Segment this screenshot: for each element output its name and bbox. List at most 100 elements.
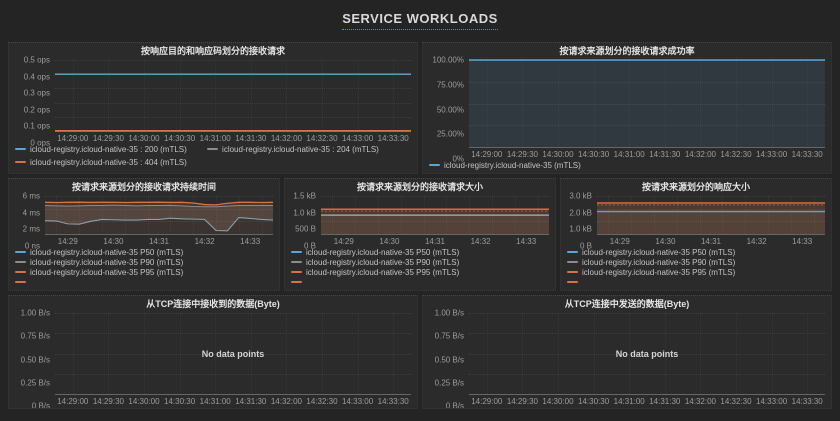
x-tick-label: 14:30:00 — [542, 150, 574, 159]
gridline-horizontal — [55, 74, 411, 76]
x-axis: 14:29 14:30 14:31 14:32 14:33 — [597, 234, 825, 246]
series-color-swatch — [429, 164, 440, 166]
gridline-vertical — [629, 60, 631, 147]
gridline-vertical — [124, 196, 126, 234]
gridline-horizontal — [55, 333, 411, 335]
y-axis: 1.00 B/s 0.75 B/s 0.50 B/s 0.25 B/s 0 B/s — [429, 309, 469, 409]
gridline-vertical — [215, 313, 217, 394]
gridline-horizontal — [55, 394, 411, 395]
gridline-vertical — [664, 313, 666, 394]
gridline-vertical — [514, 196, 516, 234]
gridline-vertical — [593, 60, 595, 147]
plot-area[interactable] — [45, 196, 273, 235]
y-tick-label: 1.00 B/s — [20, 308, 50, 318]
y-tick-label: 2 ms — [22, 224, 40, 234]
x-tick-label: 14:33:30 — [791, 397, 823, 406]
y-tick-label: 0 B — [303, 241, 316, 251]
gridline-vertical — [393, 313, 395, 394]
legend-label: icloud-registry.icloud-native-35 P90 (mT… — [582, 258, 736, 267]
x-axis: 14:29:00 14:29:30 14:30:00 14:30:30 14:31:00… — [469, 394, 825, 406]
x-tick-label: 14:33 — [240, 237, 261, 246]
dashboard-title: SERVICE WORKLOADS — [342, 11, 498, 30]
x-tick-label: 14:29:30 — [506, 397, 538, 406]
series-fill — [321, 214, 549, 234]
plot-area[interactable]: No data points — [469, 313, 825, 395]
series-color-swatch — [567, 251, 578, 253]
series-color-swatch — [567, 261, 578, 263]
legend-item[interactable]: icloud-registry.icloud-native-35 P90 (mT… — [15, 258, 273, 268]
legend-item[interactable] — [567, 278, 825, 288]
legend-item[interactable]: icloud-registry.icloud-native-35 : 200 (… — [15, 145, 207, 155]
x-tick-label: 14:32 — [470, 237, 491, 246]
y-tick-label: 0.50 B/s — [434, 355, 464, 364]
gridline-vertical — [261, 196, 263, 234]
legend-label: icloud-registry.icloud-native-35 P50 (mT… — [306, 248, 460, 257]
gridline-vertical — [332, 196, 334, 234]
x-tick-label: 14:33 — [792, 237, 813, 246]
gridline-vertical — [813, 196, 815, 234]
plot-area[interactable] — [55, 60, 411, 132]
legend-item[interactable] — [291, 278, 549, 288]
gridline-vertical — [216, 196, 217, 234]
plot-area[interactable] — [597, 196, 825, 235]
chart-canvas — [469, 60, 825, 147]
x-tick-label: 14:30:30 — [578, 150, 610, 159]
panel-title: 从TCP连接中发送的数据(Byte) — [564, 299, 690, 309]
series-color-swatch — [291, 251, 302, 253]
y-tick-label: 25.00% — [436, 129, 464, 139]
gridline-vertical — [700, 313, 702, 394]
legend-item[interactable]: icloud-registry.icloud-native-35 P95 (mT… — [15, 268, 273, 278]
x-tick-label: 14:29:00 — [471, 397, 503, 406]
gridline-horizontal — [469, 60, 825, 61]
x-tick-label: 14:33:00 — [756, 397, 788, 406]
gridline-vertical — [771, 313, 773, 394]
gridline-vertical — [147, 196, 149, 234]
legend: icloud-registry.icloud-native-35 (mTLS) — [429, 161, 825, 171]
legend-item[interactable]: icloud-registry.icloud-native-35 : 204 (… — [207, 145, 399, 155]
legend-item[interactable]: icloud-registry.icloud-native-35 (mTLS) — [429, 161, 825, 171]
gridline-vertical — [286, 60, 288, 131]
gridline-horizontal — [55, 116, 411, 118]
gridline-vertical — [193, 196, 195, 234]
plot-area[interactable] — [321, 196, 549, 235]
no-data-text: No data points — [615, 348, 679, 359]
legend-item[interactable]: icloud-registry.icloud-native-35 : 404 (… — [15, 158, 207, 168]
gridline-vertical — [357, 60, 359, 131]
x-tick-label: 14:33 — [516, 237, 537, 246]
legend-label: icloud-registry.icloud-native-35 P50 (mT… — [582, 248, 736, 257]
legend-item[interactable]: icloud-registry.icloud-native-35 P50 (mT… — [567, 248, 825, 258]
gridline-horizontal — [45, 234, 273, 235]
legend-item[interactable]: icloud-registry.icloud-native-35 P50 (mT… — [291, 248, 549, 258]
gridline-vertical — [768, 196, 769, 234]
gridline-vertical — [322, 313, 323, 394]
panel-title: 按请求来源划分的接收请求持续时间 — [71, 182, 216, 192]
gridline-vertical — [593, 313, 595, 394]
series-line — [45, 202, 273, 205]
y-tick-label: 100.00% — [432, 55, 464, 65]
y-tick-label: 50.00% — [436, 105, 464, 114]
legend-item[interactable]: icloud-registry.icloud-native-35 P90 (mT… — [567, 258, 825, 268]
gridline-vertical — [700, 60, 702, 147]
x-tick-label: 14:33:30 — [791, 150, 823, 159]
x-tick-label: 14:31 — [148, 237, 170, 246]
legend-label: icloud-registry.icloud-native-35 (mTLS) — [444, 161, 581, 170]
gridline-horizontal — [55, 373, 411, 375]
legend-item[interactable]: icloud-registry.icloud-native-35 P50 (mT… — [15, 248, 273, 258]
legend-item[interactable]: icloud-registry.icloud-native-35 P90 (mT… — [291, 258, 549, 268]
legend-item[interactable] — [15, 278, 273, 288]
x-tick-label: 14:29:30 — [92, 134, 124, 143]
legend-item[interactable]: icloud-registry.icloud-native-35 P95 (mT… — [567, 268, 825, 278]
y-tick-label: 0 B/s — [445, 401, 464, 409]
x-tick-label: 14:30:30 — [164, 397, 196, 406]
x-tick-label: 14:29 — [57, 237, 78, 246]
y-axis: 6 ms 4 ms 2 ms 0 ns — [15, 192, 45, 251]
plot-area[interactable] — [469, 60, 825, 148]
y-tick-label: 0.5 ops — [23, 55, 50, 65]
legend-item[interactable]: icloud-registry.icloud-native-35 P95 (mT… — [291, 268, 549, 278]
plot-area[interactable]: No data points — [55, 313, 411, 395]
gridline-horizontal — [469, 81, 825, 83]
x-tick-label: 14:31:30 — [235, 397, 267, 406]
gridline-horizontal — [469, 313, 825, 314]
gridline-vertical — [322, 60, 323, 131]
